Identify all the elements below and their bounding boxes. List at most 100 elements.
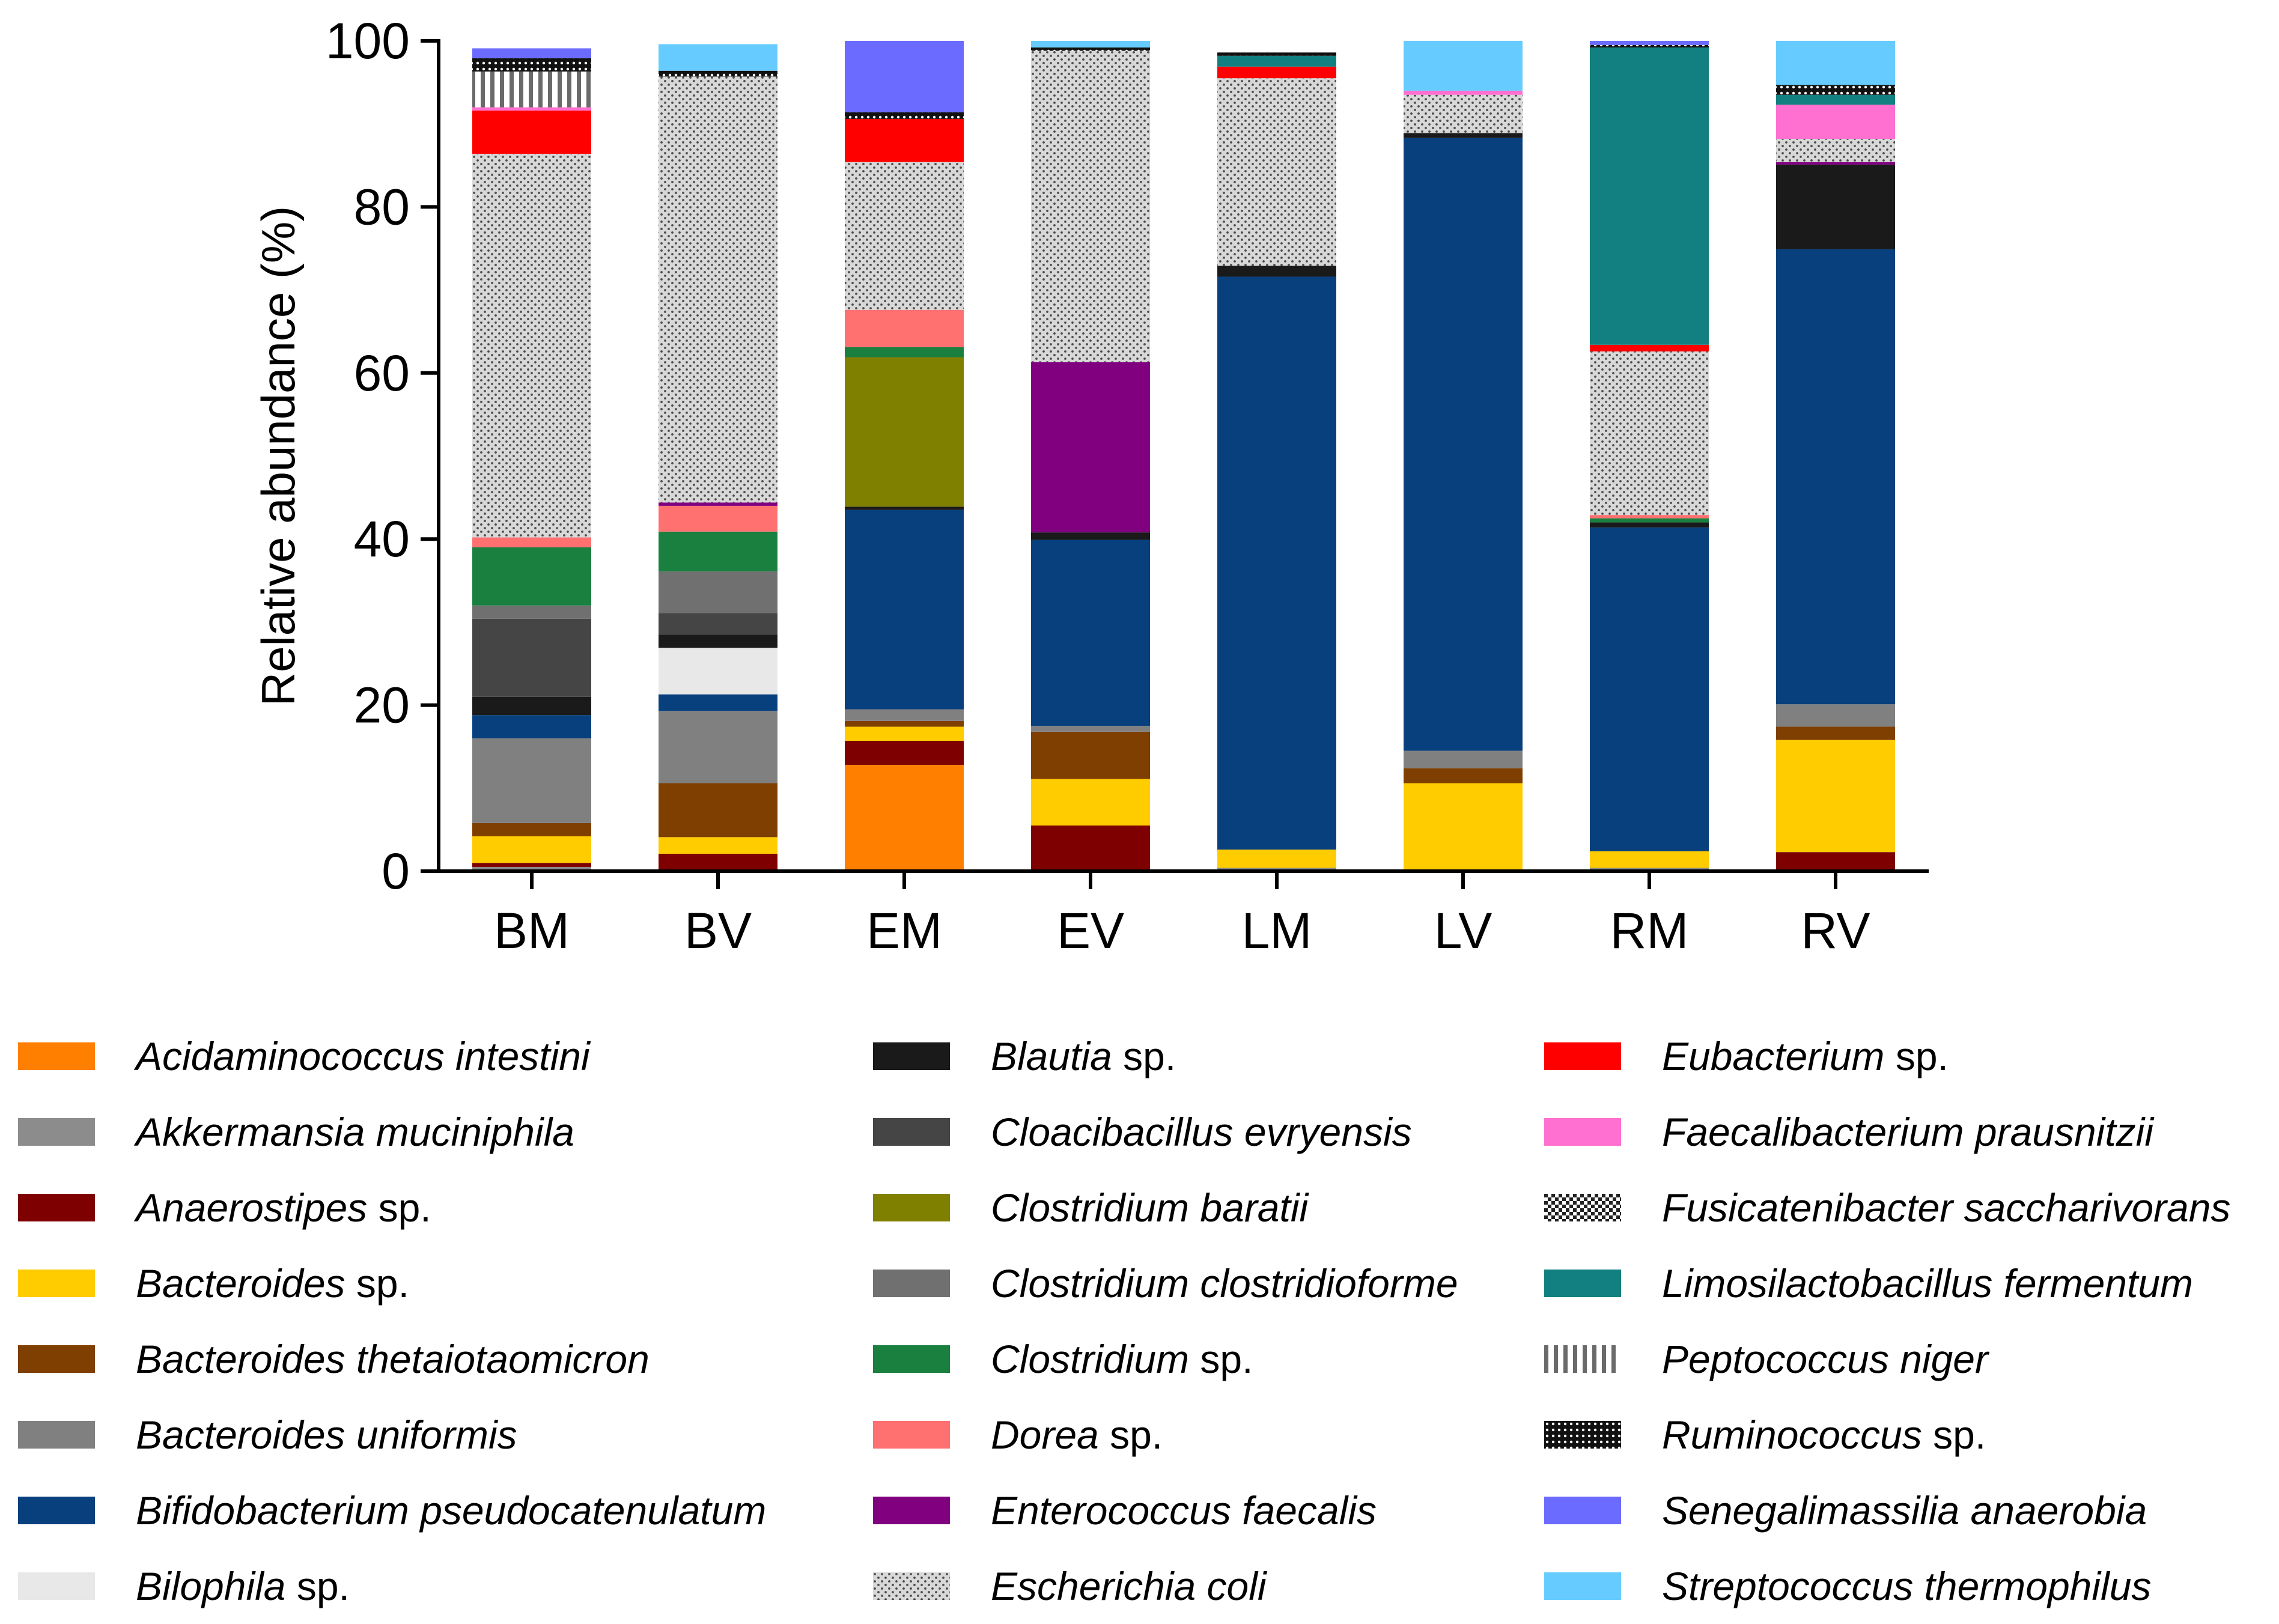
legend-swatch-fill	[18, 1345, 95, 1373]
segment-BV-bacteroides-uniformis	[659, 711, 777, 783]
legend-swatch	[873, 1421, 950, 1449]
legend-swatch	[18, 1345, 95, 1373]
legend-item: Faecalibacterium prausnitzii	[1544, 1094, 2153, 1170]
legend-label: Clostridium clostridioforme	[991, 1261, 1458, 1306]
segment-BM-akkermansia-muciniphila	[472, 867, 591, 871]
legend-swatch-fill	[873, 1194, 950, 1221]
bar-EM	[845, 41, 964, 871]
segment-RV-bacteroides-uniformis	[1776, 704, 1895, 727]
segment-RM-ruminococcus-sp-	[1590, 44, 1709, 48]
segment-BM-bacteroides-sp-	[472, 836, 591, 863]
segment-EM-escherichia-coli	[845, 162, 964, 310]
segment-RM-senegalimassilia-anaerobia	[1590, 41, 1709, 45]
legend-swatch	[1544, 1270, 1621, 1297]
legend-swatch	[873, 1497, 950, 1524]
segment-RV-bacteroides-sp-	[1776, 740, 1895, 853]
legend-swatch	[1544, 1042, 1621, 1070]
legend-item: Bacteroides thetaiotaomicron	[18, 1321, 650, 1397]
y-tick-label-40: 40	[354, 511, 410, 567]
segment-BV-ruminococcus-sp-	[659, 70, 777, 77]
segment-BM-bacteroides-uniformis	[472, 738, 591, 823]
segment-EM-dorea-sp-	[845, 309, 964, 347]
x-tick-label-RM: RM	[1610, 902, 1689, 959]
legend-label: Eubacterium sp.	[1662, 1034, 1949, 1078]
segment-EM-bifidobacterium-pseudocatenulatum	[845, 509, 964, 710]
legend-swatch-fill	[1544, 1194, 1621, 1221]
segment-EM-blautia-sp-	[845, 506, 964, 510]
segment-RM-eubacterium-sp-	[1590, 344, 1709, 351]
x-tick-label-EM: EM	[866, 902, 942, 959]
legend-item: Acidaminococcus intestini	[18, 1018, 590, 1094]
segment-RM-dorea-sp-	[1590, 515, 1709, 519]
segment-EM-acidaminococcus-intestini	[845, 765, 964, 871]
segment-BM-bifidobacterium-pseudocatenulatum	[472, 715, 591, 738]
segment-BM-peptococcus-niger	[472, 71, 591, 108]
y-tick-label-20: 20	[354, 677, 410, 734]
segment-EM-bacteroides-sp-	[845, 726, 964, 741]
segment-BV-cloacibacillus-evryensis	[659, 613, 777, 635]
bar-LM	[1217, 52, 1336, 871]
legend-swatch-fill	[873, 1497, 950, 1524]
legend-item: Clostridium sp.	[873, 1321, 1253, 1397]
legend-swatch	[18, 1421, 95, 1449]
segment-EV-enterococcus-faecalis	[1031, 362, 1150, 533]
legend-swatch	[873, 1572, 950, 1600]
y-tick-label-0: 0	[382, 843, 410, 899]
legend-label: Peptococcus niger	[1662, 1337, 1988, 1381]
legend-swatch	[18, 1042, 95, 1070]
segment-BV-dorea-sp-	[659, 505, 777, 532]
legend-item: Limosilactobacillus fermentum	[1544, 1245, 2193, 1321]
segment-RM-limosilactobacillus-fermentum	[1590, 47, 1709, 345]
bar-LV	[1404, 41, 1523, 871]
segment-LM-bifidobacterium-pseudocatenulatum	[1217, 276, 1336, 850]
legend-swatch-fill	[873, 1042, 950, 1070]
segment-EV-anaerostipes-sp-	[1031, 825, 1150, 871]
x-ticks: BM BV EM EV LM LV RM RV	[494, 871, 1870, 959]
legend-label: Akkermansia muciniphila	[136, 1110, 574, 1154]
x-tick-label-RV: RV	[1801, 902, 1870, 959]
legend-label: Bacteroides sp.	[136, 1261, 409, 1306]
segment-RM-bacteroides-sp-	[1590, 851, 1709, 868]
legend-label: Acidaminococcus intestini	[136, 1034, 590, 1078]
legend-swatch-fill	[18, 1497, 95, 1524]
segment-LM-bacteroides-sp-	[1217, 850, 1336, 868]
legend-swatch	[873, 1345, 950, 1373]
legend-label: Escherichia coli	[991, 1564, 1267, 1608]
segment-EM-senegalimassilia-anaerobia	[845, 41, 964, 112]
segment-BM-clostridium-clostridioforme	[472, 605, 591, 619]
legend-swatch-fill	[18, 1118, 95, 1146]
legend-item: Senegalimassilia anaerobia	[1544, 1473, 2147, 1548]
legend-item: Cloacibacillus evryensis	[873, 1094, 1412, 1170]
y-tick-label-60: 60	[354, 345, 410, 401]
legend-item: Escherichia coli	[873, 1548, 1267, 1624]
legend-item: Clostridium baratii	[873, 1170, 1308, 1245]
legend-swatch-fill	[1544, 1497, 1621, 1524]
segment-LV-streptococcus-thermophilus	[1404, 41, 1523, 91]
segment-EV-blautia-sp-	[1031, 532, 1150, 540]
segment-EV-bacteroides-uniformis	[1031, 726, 1150, 732]
segment-EM-clostridium-sp-	[845, 347, 964, 357]
x-tick-label-EV: EV	[1057, 902, 1124, 959]
legend-label: Senegalimassilia anaerobia	[1662, 1488, 2147, 1533]
legend-swatch-fill	[873, 1572, 950, 1600]
segment-EV-bacteroides-sp-	[1031, 779, 1150, 826]
legend-swatch	[1544, 1194, 1621, 1221]
segment-BV-enterococcus-faecalis	[659, 502, 777, 506]
legend-swatch-fill	[873, 1421, 950, 1449]
legend-label: Enterococcus faecalis	[991, 1488, 1377, 1533]
legend-label: Bacteroides thetaiotaomicron	[136, 1337, 650, 1381]
segment-LM-limosilactobacillus-fermentum	[1217, 55, 1336, 67]
segment-LV-bacteroides-sp-	[1404, 783, 1523, 871]
bar-EV	[1031, 41, 1150, 871]
segment-LV-escherichia-coli	[1404, 94, 1523, 133]
segment-RV-ruminococcus-sp-	[1776, 85, 1895, 95]
legend-label: Limosilactobacillus fermentum	[1662, 1261, 2194, 1306]
x-tick-label-BM: BM	[494, 902, 570, 959]
legend-item: Streptococcus thermophilus	[1544, 1548, 2151, 1624]
legend-swatch-fill	[18, 1421, 95, 1449]
segment-LM-eubacterium-sp-	[1217, 66, 1336, 79]
legend-item: Eubacterium sp.	[1544, 1018, 1949, 1094]
legend-label: Fusicatenibacter saccharivorans	[1662, 1185, 2231, 1230]
segment-EM-anaerostipes-sp-	[845, 741, 964, 765]
legend-label: Bacteroides uniformis	[136, 1413, 517, 1457]
